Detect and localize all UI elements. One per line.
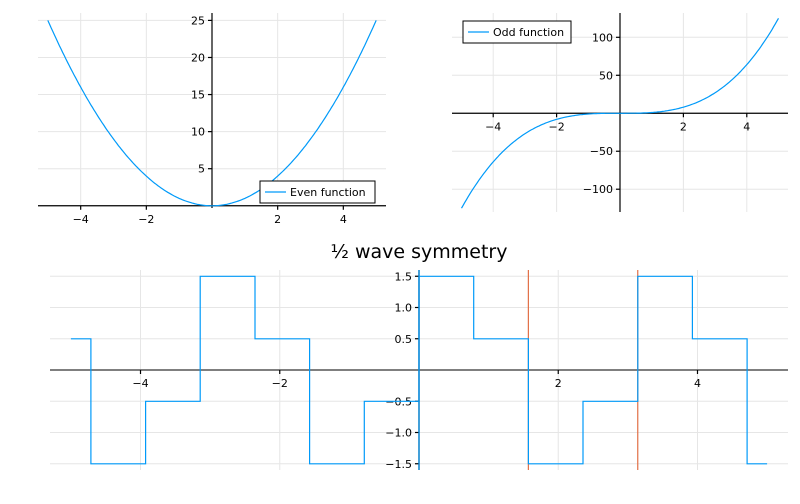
- legend-box: [259, 180, 376, 204]
- y-tick-label: 100: [592, 31, 613, 44]
- y-tick-label: 15: [191, 89, 205, 102]
- y-tick-label: −1.5: [385, 458, 412, 471]
- y-tick-label: 0.5: [395, 333, 413, 346]
- x-tick-label: 2: [680, 120, 687, 133]
- x-tick-label: −4: [73, 213, 89, 226]
- y-tick-label: 1.5: [395, 270, 413, 283]
- even-function-chart: −4 −2 2 4 5 10 15 20 25 Even function: [38, 13, 386, 226]
- odd-function-chart: −4 −2 2 4 −100 −50 50 100 Odd function: [452, 13, 788, 212]
- y-tick-label: −100: [583, 183, 613, 196]
- legend-label: Odd function: [493, 26, 564, 39]
- legend-label: Even function: [290, 186, 366, 199]
- y-tick-label: −50: [590, 145, 613, 158]
- series-line: [70, 275, 768, 465]
- x-tick-label: −4: [485, 120, 501, 133]
- half-wave-chart: −4 −2 2 4−1.5−1.0−0.50.51.01.5: [50, 270, 788, 471]
- series-line: [47, 20, 377, 207]
- half-wave-title: ½ wave symmetry: [331, 241, 508, 263]
- x-tick-label: 2: [274, 213, 281, 226]
- x-tick-label: −2: [272, 377, 288, 390]
- y-tick-label: 10: [191, 126, 205, 139]
- y-tick-label: 50: [599, 69, 613, 82]
- x-tick-label: 4: [743, 120, 750, 133]
- y-tick-label: 5: [198, 163, 205, 176]
- x-tick-label: 2: [555, 377, 562, 390]
- series-line: [460, 18, 780, 209]
- x-tick-label: −4: [132, 377, 148, 390]
- x-tick-label: 4: [694, 377, 701, 390]
- y-tick-label: 20: [191, 51, 205, 64]
- x-tick-label: 4: [340, 213, 347, 226]
- x-tick-label: −2: [548, 120, 564, 133]
- y-tick-label: −1.0: [385, 427, 412, 440]
- legend-box: [462, 20, 572, 44]
- x-tick-label: −2: [138, 213, 154, 226]
- y-tick-label: 1.0: [395, 302, 413, 315]
- y-tick-label: 25: [191, 14, 205, 27]
